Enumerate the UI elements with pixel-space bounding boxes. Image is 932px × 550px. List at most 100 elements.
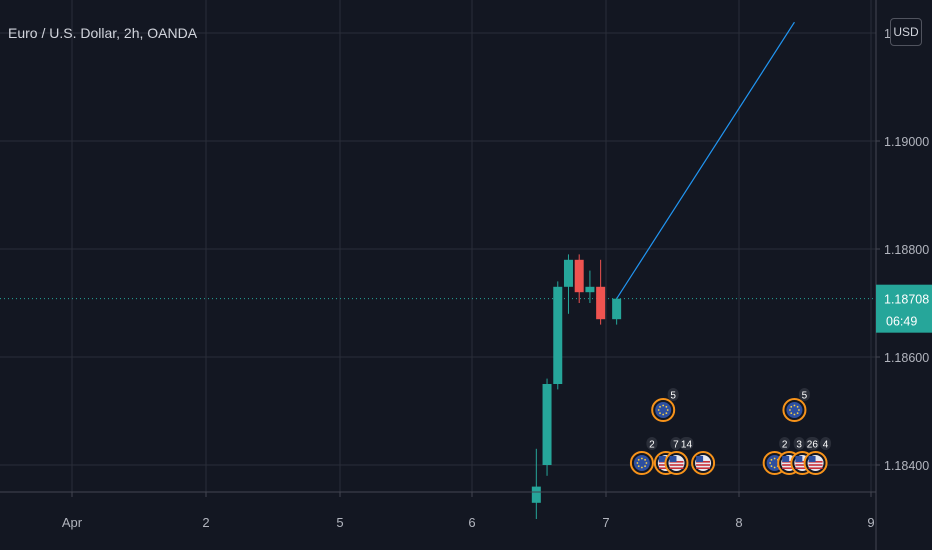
x-axis-tick-label: 8 xyxy=(735,515,742,530)
eu-star-icon xyxy=(637,465,640,468)
eu-star-icon xyxy=(659,405,661,408)
y-axis-tick-label: 1.18600 xyxy=(884,351,929,365)
eu-star-icon xyxy=(644,465,646,468)
eu-star-icon xyxy=(790,405,793,408)
eu-star-icon xyxy=(641,466,643,469)
event-flag-lower xyxy=(629,451,654,475)
y-axis-tick-label: 1.19000 xyxy=(884,135,929,149)
candle-up xyxy=(542,384,552,465)
eu-star-icon xyxy=(644,458,646,461)
eu-star-icon xyxy=(793,413,796,416)
event-count-label: 5 xyxy=(802,391,808,402)
eu-star-icon xyxy=(769,462,772,464)
us-stripe-icon xyxy=(795,464,810,466)
eu-star-icon xyxy=(666,409,669,411)
eu-star-icon xyxy=(636,462,639,464)
price-tag: 1.18708 06:49 xyxy=(876,284,932,333)
eu-star-icon xyxy=(793,404,796,407)
candlestick-series xyxy=(531,21,795,519)
us-canton-icon xyxy=(658,456,666,462)
candle-up xyxy=(585,286,595,293)
eu-star-icon xyxy=(770,465,773,468)
event-count-label: 7 xyxy=(673,440,679,451)
trend-projection-line xyxy=(616,21,795,300)
us-canton-icon xyxy=(782,456,790,462)
us-stripe-icon xyxy=(808,467,823,469)
eu-star-icon xyxy=(645,462,648,464)
candle-up xyxy=(531,486,541,503)
y-axis-tick-label: 1.18800 xyxy=(884,243,929,257)
x-axis-tick-label: 5 xyxy=(336,515,343,530)
x-axis-tick-label: 6 xyxy=(468,515,475,530)
economic-events: 5 52 7 14 2 3 26 4 xyxy=(629,388,832,475)
x-axis-tick-label: 7 xyxy=(602,515,609,530)
price-tag-box xyxy=(876,284,932,333)
event-flag-lower xyxy=(664,451,689,475)
eu-flag-icon xyxy=(633,455,650,471)
event-count-badge xyxy=(779,437,791,450)
us-stripe-icon xyxy=(782,464,797,466)
event-count-badge xyxy=(798,388,810,401)
event-count-label: 2 xyxy=(782,440,788,451)
x-axis-tick-label: 9 xyxy=(867,515,874,530)
us-canton-icon xyxy=(795,456,803,462)
eu-star-icon xyxy=(665,412,668,415)
eu-star-icon xyxy=(796,412,799,415)
candle-up xyxy=(553,286,563,384)
event-count-badge xyxy=(805,437,820,450)
event-count-label: 14 xyxy=(681,440,693,451)
eu-star-icon xyxy=(770,458,773,461)
candle-down xyxy=(574,259,584,293)
eu-flag-icon xyxy=(786,402,803,418)
event-flag-lower xyxy=(803,451,828,475)
us-stripe-icon xyxy=(669,467,684,469)
eu-star-icon xyxy=(659,412,661,415)
eu-star-icon xyxy=(798,409,800,411)
x-axis-tick-label: Apr xyxy=(62,515,83,530)
y-axis-tick-label: 1.18400 xyxy=(884,459,929,473)
eu-star-icon xyxy=(637,458,640,461)
event-count-label: 3 xyxy=(796,440,802,451)
event-count-badge xyxy=(646,437,658,450)
event-count-badge xyxy=(793,437,805,450)
eu-star-icon xyxy=(773,466,776,469)
symbol-title: Euro / U.S. Dollar, 2h, OANDA xyxy=(8,25,198,41)
candle-down xyxy=(596,286,606,320)
event-count-label: 4 xyxy=(823,440,829,451)
currency-button[interactable]: USD xyxy=(890,18,922,46)
us-stripe-icon xyxy=(696,467,711,469)
us-stripe-icon xyxy=(669,464,684,466)
us-stripe-icon xyxy=(795,467,810,469)
us-canton-icon xyxy=(669,456,677,462)
eu-star-icon xyxy=(662,413,665,416)
eu-star-icon xyxy=(665,405,668,408)
eu-star-icon xyxy=(657,409,660,411)
grid xyxy=(0,0,876,492)
us-stripe-icon xyxy=(696,464,711,466)
eu-star-icon xyxy=(789,409,791,411)
candle-up xyxy=(563,259,573,287)
price-tag-value: 1.18708 xyxy=(884,293,929,307)
us-stripe-icon xyxy=(782,467,797,469)
event-count-badge xyxy=(670,437,682,450)
event-flag-lower xyxy=(691,451,716,475)
us-stripe-icon xyxy=(808,464,823,466)
eu-star-icon xyxy=(641,457,643,460)
eu-star-icon xyxy=(773,457,776,460)
eu-star-icon xyxy=(796,405,799,408)
event-flag-upper xyxy=(782,398,807,422)
event-flag-upper xyxy=(651,398,676,422)
us-canton-icon xyxy=(808,456,816,462)
price-tag-countdown: 06:49 xyxy=(886,315,917,329)
eu-star-icon xyxy=(662,404,665,407)
candle-up xyxy=(612,298,622,320)
event-count-badge xyxy=(679,437,694,450)
us-canton-icon xyxy=(696,456,704,462)
event-count-label: 26 xyxy=(807,440,819,451)
event-count-badge xyxy=(667,388,679,401)
y-axis-tick-label-clipped: 1 xyxy=(884,27,891,41)
eu-star-icon xyxy=(790,412,793,415)
event-count-label: 5 xyxy=(670,391,676,402)
